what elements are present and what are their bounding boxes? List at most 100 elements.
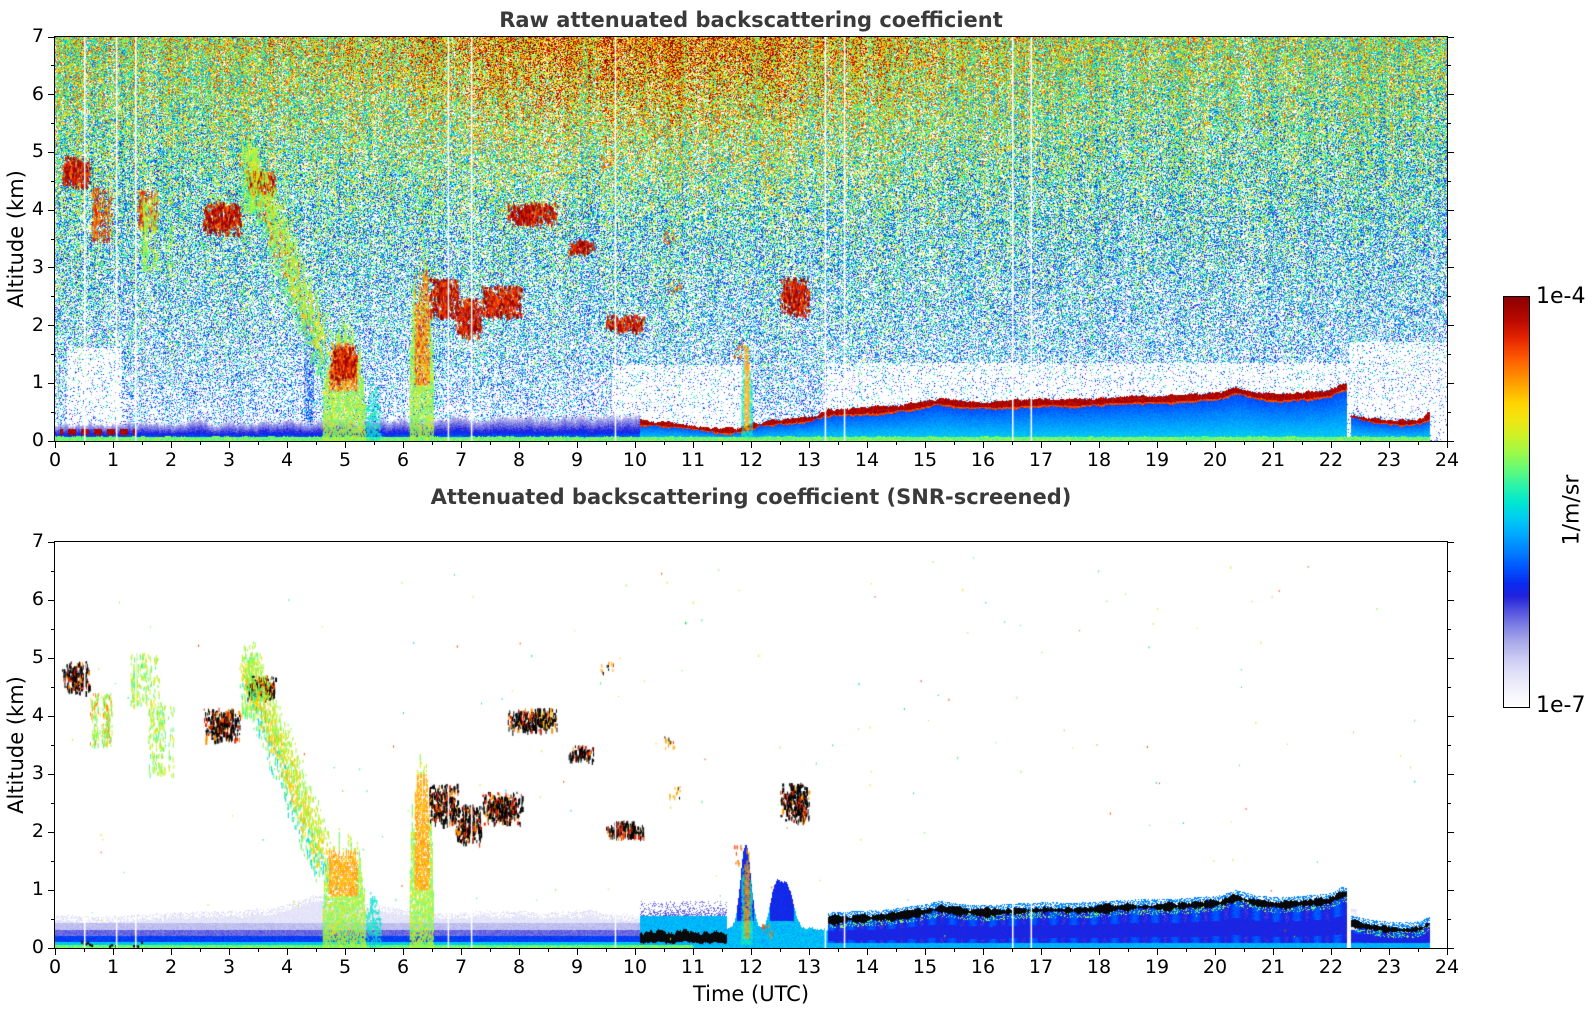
y-tick-label: 5 [31,140,44,163]
x-major-tick [692,441,694,448]
y-major-tick [48,889,55,891]
y-major-tick [48,209,55,211]
raw-heatmap-canvas [55,37,1447,441]
x-minor-tick [1243,441,1245,445]
x-major-tick [634,441,636,448]
x-tick-label: 12 [738,449,764,471]
x-major-tick [228,441,230,448]
y-major-tick-right [1447,599,1454,601]
y-minor-tick [51,123,55,125]
x-tick-label: 2 [164,449,178,471]
x-tick-label: 8 [512,449,526,471]
x-tick-label: 1 [106,449,120,471]
colorbar-max-label: 1e-4 [1536,284,1586,309]
y-minor-tick-right [1447,860,1451,862]
raw-panel [54,36,1448,442]
x-tick-label: 16 [970,449,996,471]
y-major-tick-right [1447,947,1454,949]
x-major-tick [1388,441,1390,448]
x-major-tick [402,948,404,955]
y-tick-label: 7 [31,25,44,47]
y-minor-tick-right [1447,918,1451,920]
x-minor-tick [1243,948,1245,952]
y-tick-label: 1 [31,371,44,394]
x-minor-tick [663,948,665,952]
x-minor-tick [141,441,143,445]
x-major-tick [924,441,926,448]
y-tick-label: 4 [31,704,44,726]
x-tick-label: 14 [854,449,880,471]
y-minor-tick-right [1447,180,1451,182]
x-minor-tick [83,441,85,445]
x-major-tick [1446,441,1448,448]
raw-panel-title: Raw attenuated backscattering coefficien… [499,8,1003,32]
x-minor-tick [721,441,723,445]
raw-y-axis-label: Altitude (km) [4,170,28,308]
x-minor-tick [257,441,259,445]
x-major-tick [54,948,56,955]
x-tick-label: 17 [1028,956,1054,978]
x-major-tick [286,948,288,955]
y-minor-tick-right [1447,353,1451,355]
y-major-tick-right [1447,36,1454,38]
x-major-tick [576,948,578,955]
y-major-tick-right [1447,325,1454,327]
x-minor-tick [1417,948,1419,952]
y-major-tick [48,599,55,601]
y-major-tick [48,325,55,327]
x-tick-label: 6 [396,449,410,471]
x-minor-tick [199,948,201,952]
y-major-tick-right [1447,440,1454,442]
x-tick-label: 4 [280,956,294,978]
x-tick-label: 6 [396,956,410,978]
y-major-tick-right [1447,831,1454,833]
x-minor-tick [837,441,839,445]
x-minor-tick [547,441,549,445]
y-tick-label: 6 [31,588,44,610]
y-major-tick [48,36,55,38]
y-tick-label: 3 [31,255,44,278]
x-minor-tick [83,948,85,952]
x-major-tick [112,948,114,955]
y-minor-tick-right [1447,686,1451,688]
x-tick-label: 4 [280,449,294,471]
x-major-tick [1330,441,1332,448]
x-major-tick [1214,948,1216,955]
y-minor-tick-right [1447,628,1451,630]
x-tick-label: 24 [1434,449,1460,471]
x-minor-tick [1011,441,1013,445]
y-minor-tick [51,570,55,572]
x-minor-tick [779,441,781,445]
colorbar [1503,296,1530,708]
x-tick-label: 14 [854,956,880,978]
x-tick-label: 7 [454,956,468,978]
x-tick-label: 10 [622,956,648,978]
x-tick-label: 22 [1318,956,1344,978]
x-axis-label: Time (UTC) [692,982,810,1006]
x-minor-tick [895,441,897,445]
x-tick-label: 23 [1376,449,1402,471]
x-tick-label: 18 [1086,956,1112,978]
x-major-tick [1272,441,1274,448]
x-major-tick [1156,441,1158,448]
x-minor-tick [1417,441,1419,445]
x-minor-tick [953,441,955,445]
y-major-tick [48,440,55,442]
x-major-tick [1098,948,1100,955]
x-tick-label: 19 [1144,956,1170,978]
x-tick-label: 20 [1202,956,1228,978]
x-major-tick [286,441,288,448]
y-major-tick [48,94,55,96]
x-tick-label: 9 [570,956,584,978]
y-major-tick-right [1447,657,1454,659]
y-minor-tick [51,802,55,804]
y-minor-tick-right [1447,802,1451,804]
x-minor-tick [431,948,433,952]
x-tick-label: 21 [1260,956,1286,978]
x-major-tick [866,948,868,955]
y-tick-label: 7 [31,530,44,552]
x-major-tick [228,948,230,955]
y-minor-tick [51,296,55,298]
y-minor-tick [51,180,55,182]
